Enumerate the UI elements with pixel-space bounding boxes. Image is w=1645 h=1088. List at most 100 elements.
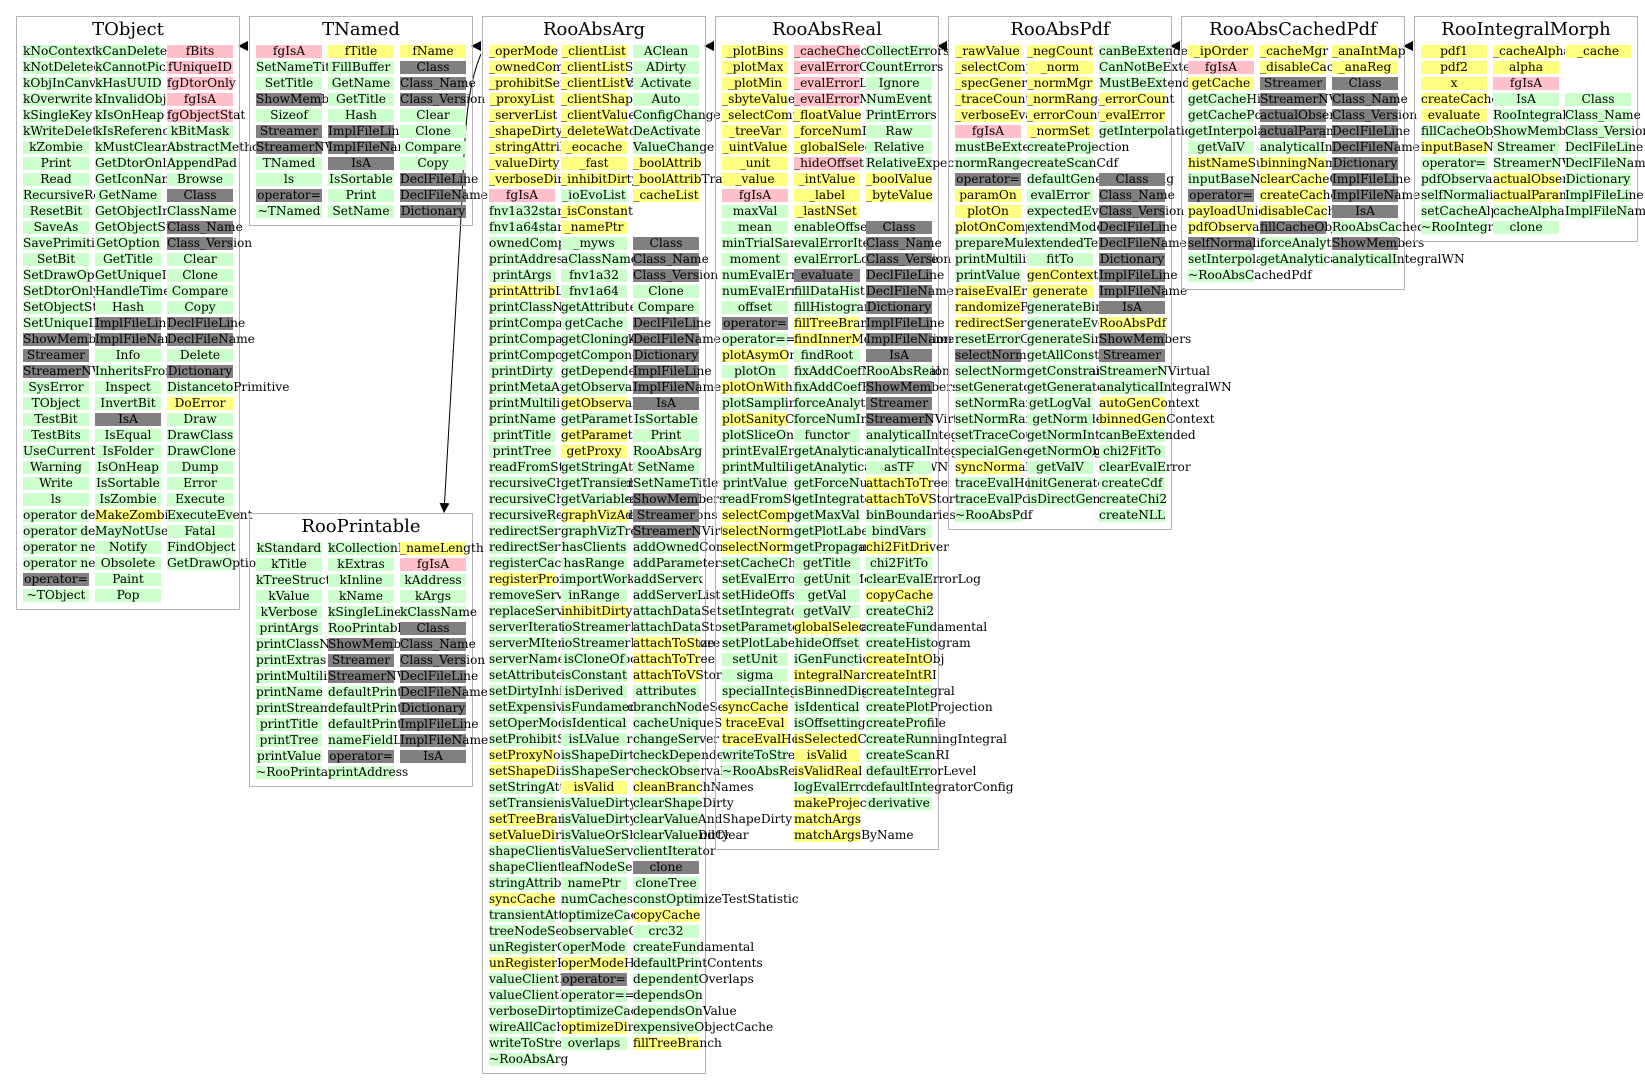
member-cell[interactable]: getPlotLabel <box>794 524 873 538</box>
member-cell[interactable]: prepareMultiGen <box>955 236 1062 250</box>
member-cell[interactable]: minTrialSamples <box>722 236 827 250</box>
member-cell[interactable]: recursiveCheckObservables <box>489 493 662 506</box>
member-cell[interactable]: PrintErrors <box>866 108 937 122</box>
member-cell[interactable]: createFundamental <box>866 620 988 634</box>
member-cell[interactable]: ShowMembers <box>328 637 421 651</box>
member-cell[interactable]: _verboseEval <box>955 108 1037 122</box>
member-cell[interactable]: clone <box>633 861 699 874</box>
member-cell[interactable]: fillHistogram <box>794 300 876 314</box>
member-cell[interactable]: MayNotUse <box>95 524 169 538</box>
member-cell[interactable]: operMode <box>561 940 627 954</box>
member-cell[interactable]: analyticalIntegralWN <box>866 444 999 458</box>
member-cell[interactable]: StreamerNVirtual <box>633 524 745 538</box>
member-cell[interactable]: DeclFileName <box>866 284 954 298</box>
member-cell[interactable]: getAnalyticalIntegralWN <box>794 461 948 474</box>
member-cell[interactable]: createCache <box>1260 188 1338 202</box>
member-cell[interactable]: GetOption <box>95 236 161 250</box>
member-cell[interactable]: ~RooAbsPdf <box>955 508 1033 522</box>
member-cell[interactable]: ImplFileName <box>1332 188 1421 202</box>
member-cell[interactable]: _floatValue <box>794 108 862 122</box>
member-cell[interactable]: actualObservables <box>1260 108 1375 122</box>
member-cell[interactable]: treeNodeServerList <box>489 924 612 938</box>
member-cell[interactable]: setCacheCheck <box>722 556 818 570</box>
member-cell[interactable]: extendMode <box>1027 220 1104 234</box>
member-cell[interactable]: fgIsA <box>722 189 788 202</box>
member-cell[interactable]: integralNameSuffix <box>794 668 915 682</box>
member-cell[interactable]: moment <box>722 253 788 266</box>
member-cell[interactable]: defaultIntegratorConfig <box>866 780 1014 794</box>
member-cell[interactable]: ownedComponents <box>489 236 608 250</box>
member-cell[interactable]: binnedGenContext <box>1099 412 1215 426</box>
member-cell[interactable]: actualParameters <box>1493 188 1602 202</box>
member-cell[interactable]: createChi2 <box>1099 492 1168 506</box>
member-cell[interactable]: DeclFileLine <box>400 172 479 186</box>
member-cell[interactable]: Dictionary <box>1332 156 1398 170</box>
member-cell[interactable]: ~RooIntegralMorph <box>1421 220 1546 234</box>
member-cell[interactable]: ShowMembers <box>1493 124 1586 138</box>
member-cell[interactable]: x <box>1421 77 1487 90</box>
member-cell[interactable]: evaluate <box>794 269 860 282</box>
member-cell[interactable]: getIntegratorConfig <box>794 492 919 506</box>
member-cell[interactable]: AppendPad <box>167 156 237 170</box>
member-cell[interactable]: serverNameChangeHook <box>489 653 645 666</box>
member-cell[interactable]: ShowMembers <box>633 492 726 506</box>
member-cell[interactable]: actualObservables <box>1493 172 1608 186</box>
member-cell[interactable]: ImplFileLine <box>1332 172 1411 186</box>
member-cell[interactable]: paramOn <box>955 189 1021 202</box>
member-cell[interactable]: SetDtorOnly <box>23 284 100 298</box>
member-cell[interactable]: ~RooAbsArg <box>489 1052 569 1066</box>
member-cell[interactable]: isFundamental <box>561 700 654 714</box>
member-cell[interactable]: Class_Version <box>866 252 952 266</box>
member-cell[interactable]: fillCacheObject <box>1421 124 1516 138</box>
member-cell[interactable]: createFundamental <box>633 940 755 954</box>
member-cell[interactable]: printAddress <box>328 765 409 779</box>
member-cell[interactable]: TObject <box>23 397 89 410</box>
member-cell[interactable]: DeclFileName <box>400 188 488 202</box>
member-cell[interactable]: isIdentical <box>561 716 627 730</box>
member-cell[interactable]: _cacheList <box>633 188 699 202</box>
member-cell[interactable]: raiseEvalError <box>955 284 1047 298</box>
member-cell[interactable]: Streamer <box>866 397 932 410</box>
member-cell[interactable]: payloadUniqueSuffix <box>1188 204 1317 218</box>
member-cell[interactable]: printMultiline <box>955 252 1042 266</box>
member-cell[interactable]: getForceNumInt <box>794 476 897 490</box>
member-cell[interactable]: DeclFileName <box>400 685 488 699</box>
member-cell[interactable]: _normMgr <box>1027 76 1093 90</box>
member-cell[interactable]: optimizeCacheMode <box>561 908 688 922</box>
member-cell[interactable]: Dictionary <box>1099 252 1165 266</box>
member-cell[interactable]: kIsOnHeap <box>95 108 165 122</box>
member-cell[interactable]: IsSortable <box>633 412 699 426</box>
member-cell[interactable]: addParameters <box>633 556 727 570</box>
member-cell[interactable]: selectNormalizationRange <box>722 541 886 554</box>
member-cell[interactable]: kInline <box>328 574 394 587</box>
member-cell[interactable]: cacheUniqueSuffix <box>633 716 750 730</box>
member-cell[interactable]: logEvalError <box>794 780 874 794</box>
member-cell[interactable]: _selectComp <box>722 108 801 122</box>
member-cell[interactable]: hasClients <box>561 540 627 554</box>
member-cell[interactable]: DeclFileLine <box>1565 140 1644 154</box>
member-cell[interactable]: _serverList <box>489 108 558 122</box>
member-cell[interactable]: Clone <box>400 125 466 138</box>
member-cell[interactable]: Class_Version <box>1565 124 1645 138</box>
member-cell[interactable]: pdf2 <box>1421 61 1487 74</box>
member-cell[interactable]: kCollectionHeader <box>328 541 444 555</box>
member-cell[interactable]: defaultPrintStream <box>328 701 448 715</box>
member-cell[interactable]: setAttribute <box>489 668 564 682</box>
member-cell[interactable]: inRange <box>561 589 627 602</box>
member-cell[interactable]: Warning <box>23 461 89 474</box>
member-cell[interactable]: extendedTerm <box>1027 236 1116 250</box>
member-cell[interactable]: ShowMembers <box>1099 332 1192 346</box>
member-cell[interactable]: printName <box>489 412 556 426</box>
member-cell[interactable]: GetUniqueID <box>95 268 177 282</box>
member-cell[interactable]: _disableCache <box>1260 60 1349 74</box>
member-cell[interactable]: ~TObject <box>23 589 89 602</box>
member-cell[interactable]: operator= <box>256 188 322 202</box>
member-cell[interactable]: derivative <box>866 797 932 810</box>
member-cell[interactable]: Inspect <box>95 381 161 394</box>
member-cell[interactable]: wireAllCaches <box>489 1020 578 1034</box>
member-cell[interactable]: kStandard <box>256 541 322 555</box>
member-cell[interactable]: Class <box>400 61 466 74</box>
member-cell[interactable]: Hash <box>95 301 161 314</box>
member-cell[interactable]: RecursiveRemove <box>23 188 134 202</box>
member-cell[interactable]: Read <box>23 173 89 186</box>
